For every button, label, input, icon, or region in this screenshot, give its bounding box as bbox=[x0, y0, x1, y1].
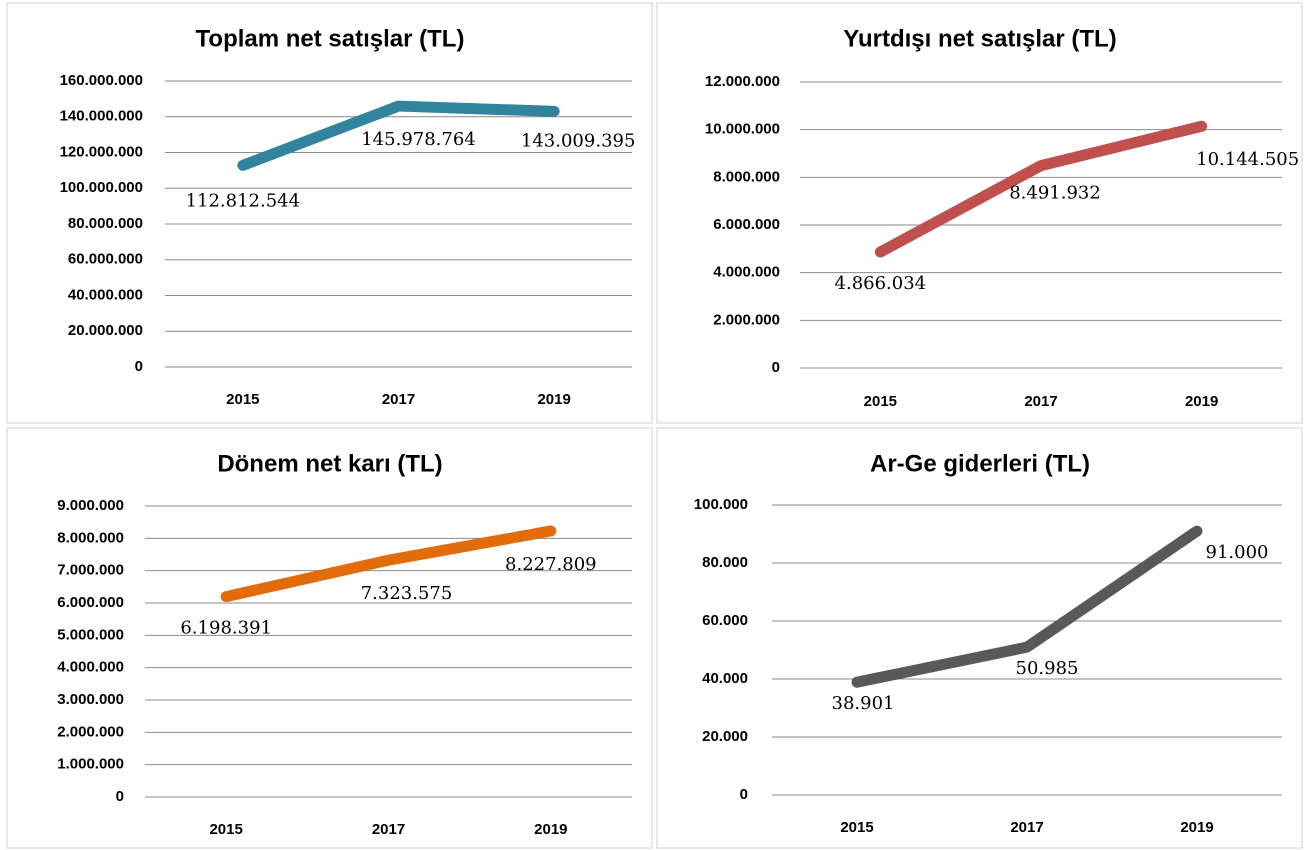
data-label: 4.866.034 bbox=[835, 273, 927, 294]
y-tick-label: 5.000.000 bbox=[57, 626, 124, 643]
x-tick-label: 2015 bbox=[840, 819, 873, 836]
y-tick-label: 0 bbox=[135, 358, 143, 375]
y-tick-label: 9.000.000 bbox=[57, 497, 124, 514]
data-label: 10.144.505 bbox=[1196, 149, 1299, 170]
y-tick-label: 0 bbox=[772, 359, 780, 376]
x-tick-label: 2019 bbox=[537, 391, 570, 408]
x-tick-label: 2017 bbox=[382, 391, 415, 408]
y-tick-label: 12.000.000 bbox=[705, 73, 780, 90]
panel bbox=[656, 427, 1303, 849]
x-tick-label: 2019 bbox=[534, 821, 567, 838]
data-label: 143.009.395 bbox=[521, 130, 636, 151]
y-tick-label: 40.000.000 bbox=[68, 286, 143, 303]
x-tick-label: 2019 bbox=[1185, 393, 1218, 410]
line bbox=[874, 120, 1208, 258]
y-tick-label: 8.000.000 bbox=[713, 168, 780, 185]
panel bbox=[6, 2, 653, 424]
data-label: 50.985 bbox=[1016, 658, 1079, 679]
y-tick-label: 0 bbox=[116, 788, 124, 805]
data-label: 6.198.391 bbox=[180, 618, 272, 639]
y-tick-label: 140.000.000 bbox=[60, 108, 143, 125]
x-tick-label: 2017 bbox=[1024, 393, 1057, 410]
y-tick-label: 160.000.000 bbox=[60, 72, 143, 89]
chart-title: Yurtdışı net satışlar (TL) bbox=[843, 25, 1116, 52]
data-label: 38.901 bbox=[832, 693, 895, 714]
line bbox=[220, 525, 557, 603]
data-label: 91.000 bbox=[1206, 542, 1269, 563]
x-tick-label: 2017 bbox=[1010, 819, 1043, 836]
x-tick-label: 2017 bbox=[372, 821, 405, 838]
y-tick-label: 100.000.000 bbox=[60, 179, 143, 196]
y-tick-label: 40.000 bbox=[702, 670, 748, 687]
y-tick-label: 2.000.000 bbox=[713, 311, 780, 328]
y-tick-label: 4.000.000 bbox=[713, 264, 780, 281]
data-label: 8.491.932 bbox=[1009, 183, 1101, 204]
y-tick-label: 80.000.000 bbox=[68, 215, 143, 232]
y-tick-label: 0 bbox=[740, 786, 748, 803]
y-tick-label: 20.000.000 bbox=[68, 322, 143, 339]
y-tick-label: 6.000.000 bbox=[713, 216, 780, 233]
y-tick-label: 60.000.000 bbox=[68, 251, 143, 268]
y-tick-label: 1.000.000 bbox=[57, 756, 124, 773]
chart-title: Dönem net karı (TL) bbox=[217, 450, 442, 477]
line bbox=[237, 100, 560, 171]
y-tick-label: 7.000.000 bbox=[57, 562, 124, 579]
panel bbox=[656, 2, 1303, 424]
y-tick-label: 120.000.000 bbox=[60, 143, 143, 160]
line bbox=[851, 525, 1203, 688]
y-tick-label: 100.000 bbox=[694, 496, 748, 513]
data-label: 7.323.575 bbox=[361, 583, 453, 604]
y-tick-label: 6.000.000 bbox=[57, 594, 124, 611]
data-label: 112.812.544 bbox=[186, 190, 301, 211]
data-label: 145.978.764 bbox=[361, 129, 476, 150]
y-tick-label: 10.000.000 bbox=[705, 121, 780, 138]
y-tick-label: 60.000 bbox=[702, 612, 748, 629]
y-tick-label: 2.000.000 bbox=[57, 723, 124, 740]
panel bbox=[6, 427, 653, 849]
y-tick-label: 20.000 bbox=[702, 728, 748, 745]
x-tick-label: 2019 bbox=[1180, 819, 1213, 836]
y-tick-label: 3.000.000 bbox=[57, 691, 124, 708]
chart-title: Ar-Ge giderleri (TL) bbox=[870, 450, 1090, 477]
chart-title: Toplam net satışlar (TL) bbox=[196, 25, 465, 52]
x-tick-label: 2015 bbox=[209, 821, 242, 838]
x-tick-label: 2015 bbox=[226, 391, 259, 408]
y-tick-label: 80.000 bbox=[702, 554, 748, 571]
y-tick-label: 8.000.000 bbox=[57, 529, 124, 546]
x-tick-label: 2015 bbox=[864, 393, 897, 410]
y-tick-label: 4.000.000 bbox=[57, 659, 124, 676]
data-label: 8.227.809 bbox=[505, 554, 597, 575]
